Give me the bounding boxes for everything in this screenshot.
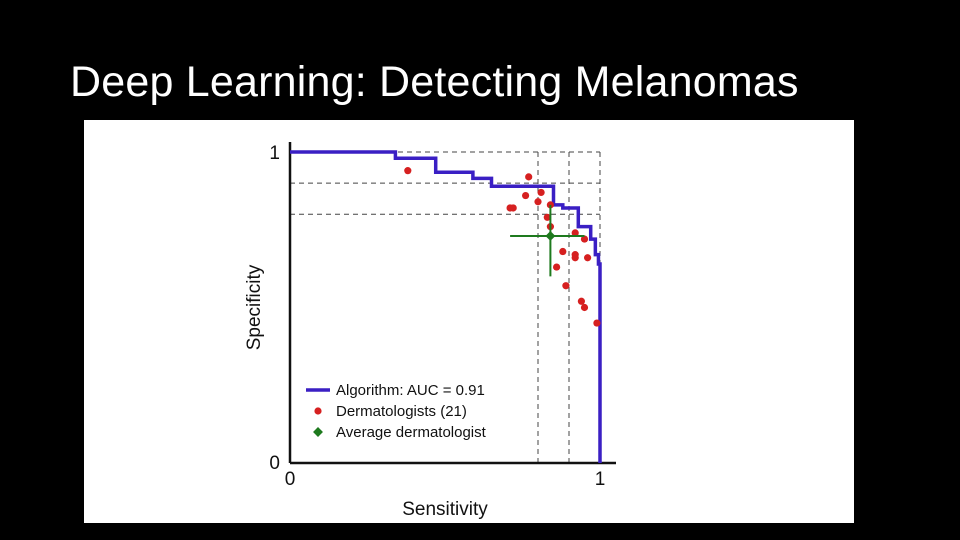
dermatologist-point	[571, 229, 579, 237]
y-axis-label: Specificity	[244, 264, 265, 350]
dermatologist-point	[580, 235, 589, 243]
y-tick-label: 1	[269, 143, 280, 164]
axes	[288, 142, 616, 465]
tick-labels: 0 1 0 1	[269, 143, 605, 490]
legend: Algorithm: AUC = 0.91 Dermatologists (21…	[306, 382, 487, 441]
algorithm-curve-layer	[290, 150, 602, 463]
dermatologist-point	[404, 167, 412, 175]
dermatologist-point	[571, 254, 579, 262]
dermatologist-points	[404, 167, 601, 327]
figure-panel: 0 1 0 1 Sensitivity Specificity Algorithm: …	[84, 120, 854, 523]
dermatologist-point	[584, 254, 592, 262]
average-dermatologist-point	[545, 231, 556, 241]
dermatologist-point	[559, 247, 567, 256]
dermatologist-point	[543, 213, 551, 221]
dermatologist-point	[546, 201, 554, 209]
dermatologist-point	[537, 188, 545, 197]
x-axis-label: Sensitivity	[402, 499, 488, 520]
slide-title: Deep Learning: Detecting Melanomas	[70, 58, 799, 106]
dermatologist-point	[562, 282, 570, 290]
average-dermatologist-marker	[510, 204, 585, 277]
x-tick-label: 1	[595, 469, 606, 490]
legend-algorithm-label: Algorithm: AUC = 0.91	[336, 382, 485, 399]
dermatologist-point	[577, 297, 585, 305]
dermatologist-point	[580, 303, 589, 312]
dermatologist-point	[509, 204, 517, 212]
legend-average-swatch	[313, 427, 323, 437]
dermatologist-point	[522, 191, 530, 200]
dermatologist-point	[534, 198, 542, 206]
dermatologist-point	[525, 173, 533, 181]
dermatologist-point	[553, 263, 561, 271]
legend-average-label: Average dermatologist	[336, 424, 487, 441]
legend-dermatologists-swatch	[314, 407, 322, 415]
x-tick-label: 0	[285, 469, 296, 490]
legend-dermatologists-label: Dermatologists (21)	[336, 403, 467, 420]
y-tick-label: 0	[269, 453, 280, 474]
roc-chart: 0 1 0 1 Sensitivity Specificity Algorithm: …	[244, 142, 616, 520]
algorithm-roc-curve	[290, 150, 602, 463]
dermatologist-point	[593, 319, 601, 327]
